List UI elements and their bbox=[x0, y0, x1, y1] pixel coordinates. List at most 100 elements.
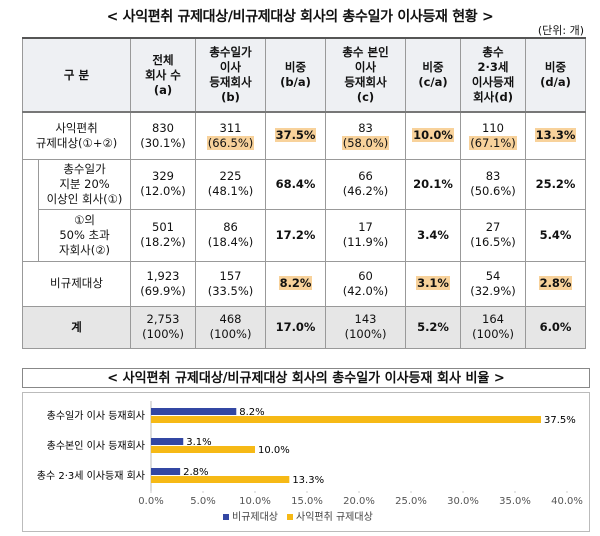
header-cell: 구 분 bbox=[21, 37, 132, 113]
cell: 17.2% bbox=[265, 208, 327, 262]
header-cell: 비중 (d/a) bbox=[525, 37, 587, 113]
cell-line: 17.2% bbox=[266, 228, 325, 243]
row-label: 사익편취 규제대상(①+②) bbox=[21, 111, 132, 160]
cell-text: (11.9%) bbox=[342, 235, 389, 249]
cell-line: 225 bbox=[196, 169, 265, 184]
cell-text: 50% 초과 bbox=[59, 227, 110, 242]
unit: (단위: 개) bbox=[537, 24, 584, 37]
cell-line: 20.1% bbox=[406, 177, 460, 192]
cell: 1,923 (69.9%) bbox=[130, 260, 197, 307]
cell-line: 2.8% bbox=[526, 276, 585, 291]
cell-text: 8.2% bbox=[278, 276, 313, 290]
cell-line: 비규제대상 bbox=[23, 276, 130, 291]
value-label: 8.2% bbox=[239, 407, 264, 418]
x-tick-label: 20.0% bbox=[343, 496, 375, 507]
table-row: 총수일가 지분 20% 이상인 회사(①) 329 (12.0%) 225 (48.1%) 6… bbox=[22, 158, 587, 262]
cell-line: 3.1% bbox=[406, 276, 460, 291]
cell-text: (18.2%) bbox=[140, 235, 186, 249]
cell-text: 전체 bbox=[152, 52, 174, 67]
cell-text: (48.1%) bbox=[207, 184, 254, 198]
cell-line: 83 bbox=[461, 169, 525, 184]
cell-line: 총수 본인 bbox=[326, 45, 405, 60]
cell-text: 6.0% bbox=[539, 319, 572, 334]
cell-line: ①의 bbox=[39, 213, 130, 228]
x-tick-label: 30.0% bbox=[447, 496, 479, 507]
cell-text: (a) bbox=[153, 82, 173, 97]
cell-text: 27 bbox=[485, 220, 501, 234]
cell-line: 총수일가 bbox=[196, 45, 265, 60]
cell: 6.0% bbox=[525, 305, 587, 349]
cell: 17.0% bbox=[265, 305, 327, 349]
cell: 3.1% bbox=[405, 260, 462, 307]
indent-cell bbox=[22, 158, 39, 262]
cell: 5.4% bbox=[525, 208, 587, 262]
cell-line: 83 bbox=[326, 121, 405, 136]
cell-line: (b) bbox=[196, 90, 265, 105]
cell-line: 5.4% bbox=[526, 228, 585, 243]
cell-text: 20.1% bbox=[413, 176, 453, 191]
cell-line: (11.9%) bbox=[326, 235, 405, 250]
cell-line: (d/a) bbox=[526, 75, 585, 90]
cell: 225 (48.1%) bbox=[195, 158, 267, 210]
cell-text: 규제대상(①+②) bbox=[35, 135, 118, 150]
cell-line: 3.4% bbox=[406, 228, 460, 243]
cell-line: 60 bbox=[326, 269, 405, 284]
cell-line: 164 bbox=[461, 312, 525, 327]
cell: 86 (18.4%) bbox=[195, 208, 267, 262]
cell-line: (42.0%) bbox=[326, 284, 405, 299]
cell-text: 86 bbox=[223, 220, 238, 234]
cell-text: 157 bbox=[219, 268, 242, 283]
x-tick-label: 10.0% bbox=[239, 496, 271, 507]
cell-line: 25.2% bbox=[526, 177, 585, 192]
value-label: 13.3% bbox=[292, 475, 324, 486]
cell-line: 13.3% bbox=[526, 128, 585, 143]
table-row: 사익편취 규제대상(①+②) 830 (30.1%) 311 (66.5%) 37.5% 83… bbox=[21, 111, 587, 160]
cell-line: 830 bbox=[131, 121, 195, 136]
cell-text: 회사(d) bbox=[473, 90, 513, 104]
value-label: 37.5% bbox=[544, 415, 576, 426]
cell-line: 이사등재 bbox=[461, 75, 525, 90]
cell-text: (18.4%) bbox=[207, 235, 254, 249]
cell-text: 54 bbox=[485, 268, 501, 283]
cell-line: 총수일가 bbox=[39, 162, 130, 177]
header-row: 구 분 전체 회사 수 (a) 총수일가 이사 등재회사 (b) 비중 (b/a) 총수 본인 이사 등… bbox=[21, 37, 587, 113]
cell-text: (12.0%) bbox=[140, 184, 186, 198]
cell-line: 37.5% bbox=[266, 128, 325, 143]
cell-line: 이상인 회사(①) bbox=[39, 192, 130, 207]
cell-text: (b/a) bbox=[280, 75, 311, 89]
cell-line: 규제대상(①+②) bbox=[23, 136, 130, 151]
cell-line: 총수 bbox=[461, 45, 525, 60]
cell-text: (50.6%) bbox=[470, 184, 516, 198]
cell: 5.2% bbox=[405, 305, 462, 349]
cell-line: 329 bbox=[131, 169, 195, 184]
value-label: 3.1% bbox=[186, 437, 211, 448]
cell-line: 이사 bbox=[196, 60, 265, 75]
header-cell: 총수일가 이사 등재회사 (b) bbox=[195, 37, 267, 113]
cell: 157 (33.5%) bbox=[195, 260, 267, 307]
cell-text: 등재회사 bbox=[209, 75, 252, 89]
bar bbox=[151, 438, 184, 445]
row-label: 비규제대상 bbox=[21, 260, 132, 307]
cell-line: 27 bbox=[461, 220, 525, 235]
cell-text: (16.5%) bbox=[470, 235, 516, 249]
cell-text: 66 bbox=[358, 169, 373, 183]
cell-line: 311 bbox=[196, 121, 265, 136]
cell-line: 6.0% bbox=[526, 320, 585, 335]
cell-text: (100%) bbox=[209, 327, 252, 341]
cell-line: 68.4% bbox=[266, 177, 325, 192]
cell-line: (100%) bbox=[461, 327, 525, 342]
cell-line: (b/a) bbox=[266, 75, 325, 90]
legend-label: 비규제대상 bbox=[232, 511, 278, 523]
cell: 3.4% bbox=[405, 208, 462, 262]
cell-line: 2·3세 bbox=[461, 60, 525, 75]
cell: 10.0% bbox=[405, 111, 462, 160]
x-tick-label: 35.0% bbox=[499, 496, 531, 507]
cell-text: 83 bbox=[358, 120, 373, 135]
cell: 164 (100%) bbox=[460, 305, 527, 349]
cell-text: (b) bbox=[221, 90, 240, 104]
cell-text: (c) bbox=[356, 90, 375, 104]
header-cell: 비중 (b/a) bbox=[265, 37, 327, 113]
cell: 2,753 (100%) bbox=[130, 305, 197, 349]
cell-text: 17.0% bbox=[275, 319, 316, 334]
header-cell: 총수 2·3세 이사등재 회사(d) bbox=[460, 37, 527, 113]
